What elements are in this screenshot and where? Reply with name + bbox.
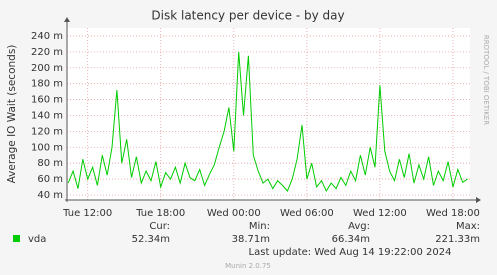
- plot-area: [67, 28, 470, 200]
- legend-swatch: [13, 235, 20, 242]
- y-tick-label: 140 m: [31, 110, 63, 121]
- series-line: [67, 51, 468, 193]
- y-tick-label: 240 m: [31, 31, 63, 42]
- legend-label: vda: [28, 234, 46, 245]
- y-tick-label: 40 m: [37, 190, 63, 201]
- y-axis-label: Average IO Wait (seconds): [6, 45, 18, 184]
- last-update: Last update: Wed Aug 14 19:22:00 2024: [249, 247, 452, 258]
- y-tick-label: 220 m: [31, 47, 63, 58]
- x-tick-label: Wed 12:00: [353, 208, 407, 219]
- legend-stat: 66.34m: [332, 234, 370, 245]
- footer: Munin 2.0.75: [225, 262, 271, 270]
- y-tick-label: 180 m: [31, 79, 63, 90]
- legend-header: Max:: [456, 221, 480, 232]
- x-tick-label: Tue 12:00: [62, 208, 112, 219]
- x-tick-label: Wed 06:00: [280, 208, 334, 219]
- legend-header: Cur:: [149, 221, 170, 232]
- legend-stat: 38.71m: [232, 234, 270, 245]
- legend-header: Avg:: [348, 221, 370, 232]
- chart-title: Disk latency per device - by day: [151, 9, 344, 23]
- side-label: RRDTOOL / TOBI OETIKER: [482, 35, 490, 125]
- axis-arrow: [64, 17, 70, 22]
- axis-arrow: [476, 197, 481, 203]
- legend-stat: 221.33m: [435, 234, 480, 245]
- y-tick-label: 200 m: [31, 63, 63, 74]
- legend-header: Min:: [249, 221, 270, 232]
- y-tick-label: 80 m: [37, 158, 63, 169]
- y-tick-label: 60 m: [37, 174, 63, 185]
- x-tick-label: Tue 18:00: [135, 208, 185, 219]
- y-tick-label: 100 m: [31, 142, 63, 153]
- x-tick-label: Wed 18:00: [426, 208, 480, 219]
- x-tick-label: Wed 00:00: [207, 208, 261, 219]
- y-tick-label: 120 m: [31, 126, 63, 137]
- legend-stat: 52.34m: [132, 234, 170, 245]
- y-tick-label: 160 m: [31, 95, 63, 106]
